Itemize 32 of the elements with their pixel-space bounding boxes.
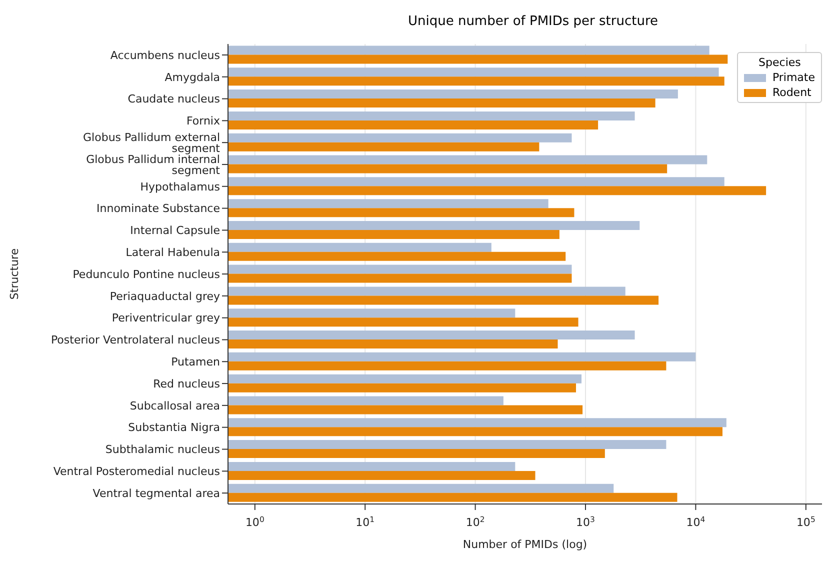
legend-label: Primate bbox=[772, 71, 815, 84]
y-tick-label: Ventral tegmental area bbox=[92, 486, 220, 500]
legend-title: Species bbox=[758, 56, 802, 69]
x-tick-label: 10$^{5}$ bbox=[796, 514, 816, 529]
y-tick-label: Ventral Posteromedial nucleus bbox=[53, 465, 220, 478]
y-tick-label: Innominate Substance bbox=[96, 202, 220, 216]
y-tick-label: Putamen bbox=[171, 356, 220, 369]
y-axis-title: Structure bbox=[8, 248, 21, 300]
y-tick-label: Accumbens nucleus bbox=[110, 48, 220, 62]
y-tick-label: Hypothalamus bbox=[140, 180, 220, 194]
y-tick-label: Pedunculo Pontine nucleus bbox=[72, 268, 220, 281]
legend-label: Rodent bbox=[772, 86, 812, 99]
chart-title: Unique number of PMIDs per structure bbox=[406, 14, 660, 29]
x-tick-label: 10$^{3}$ bbox=[576, 514, 596, 529]
y-tick-label: Subthalamic nucleus bbox=[105, 443, 220, 456]
y-tick-label: Periventricular grey bbox=[112, 312, 220, 325]
x-tick-label: 10$^{1}$ bbox=[356, 514, 375, 529]
x-tick-label: 10$^{2}$ bbox=[466, 514, 485, 529]
y-tick-label: Red nucleus bbox=[153, 377, 220, 390]
y-tick-label: Internal Capsule bbox=[130, 224, 220, 238]
y-tick-label: Globus Pallidum external segment bbox=[83, 130, 221, 155]
y-tick-label: Lateral Habenula bbox=[126, 246, 220, 259]
x-tick-label: 10$^{4}$ bbox=[686, 514, 706, 529]
x-tick-label: 10$^{0}$ bbox=[245, 514, 264, 529]
y-tick-label: Subcallosal area bbox=[130, 399, 220, 412]
y-tick-label: Periaquaductal grey bbox=[110, 290, 220, 303]
x-axis-title: Number of PMIDs (log) bbox=[462, 538, 588, 551]
y-tick-label: Caudate nucleus bbox=[128, 92, 220, 106]
y-tick-label: Substantia Nigra bbox=[128, 421, 220, 434]
y-tick-label: Fornix bbox=[186, 114, 220, 128]
y-tick-label: Amygdala bbox=[164, 70, 220, 84]
y-tick-label: Posterior Ventrolateral nucleus bbox=[50, 334, 220, 347]
